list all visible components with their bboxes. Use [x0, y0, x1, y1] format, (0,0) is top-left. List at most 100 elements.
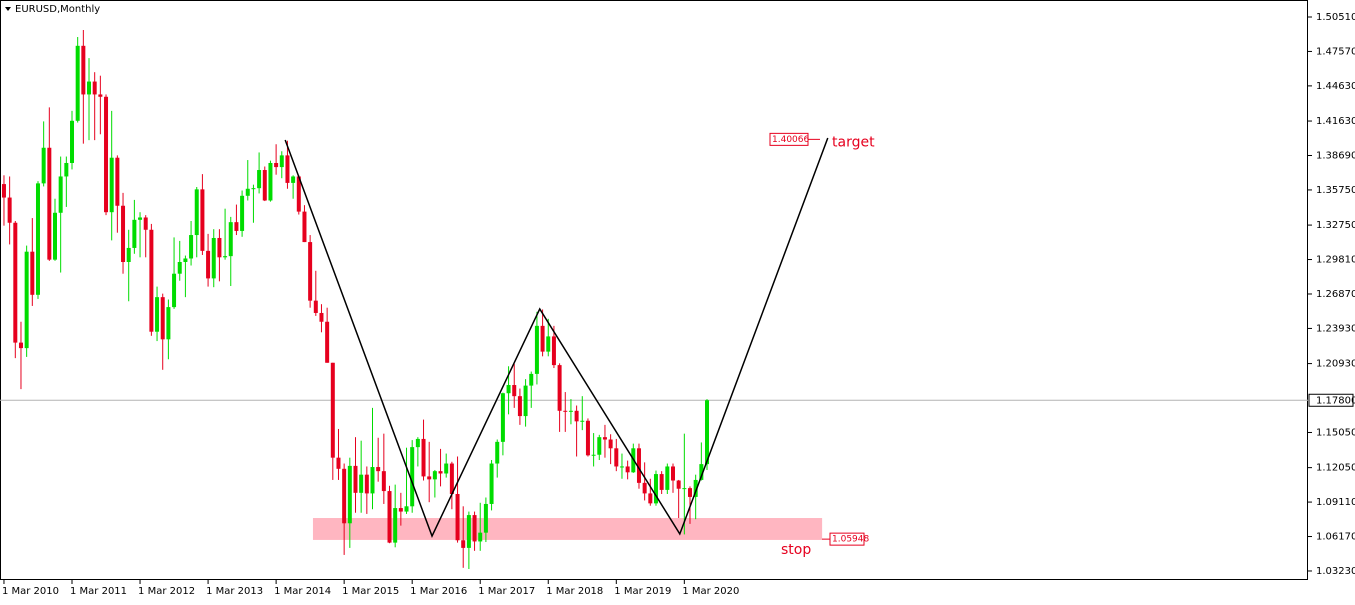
y-tick-label: 1.38690: [1316, 150, 1355, 161]
x-tick-label: 1 Mar 2018: [546, 586, 603, 597]
candle-body: [585, 420, 590, 456]
candle-body: [347, 465, 352, 524]
candle-body: [568, 410, 573, 412]
price-label: 1.17800: [1316, 395, 1355, 406]
x-tick-label: 1 Mar 2017: [478, 586, 535, 597]
y-tick-label: 1.23930: [1316, 323, 1355, 334]
candle-body: [415, 438, 420, 448]
target-value: 1.40066: [772, 135, 809, 145]
candle-body: [132, 219, 137, 248]
candle-body: [551, 336, 556, 366]
candle-body: [523, 385, 528, 417]
candle-body: [257, 170, 262, 189]
candle-body: [92, 81, 97, 95]
candle-body: [18, 342, 23, 349]
candle-body: [211, 237, 216, 279]
candle-body: [670, 466, 675, 481]
candle-body: [7, 197, 12, 223]
candle-body: [262, 170, 267, 201]
y-tick-label: 1.50510: [1316, 12, 1355, 23]
candle-body: [427, 476, 432, 480]
candle-body: [308, 242, 313, 301]
candle-body: [432, 471, 437, 480]
candle-body: [268, 162, 273, 201]
candle-body: [676, 480, 681, 489]
candle-body: [109, 157, 114, 213]
candle-body: [534, 325, 539, 374]
candle-body: [1, 184, 6, 198]
candle-body: [688, 488, 693, 497]
candle-body: [155, 297, 160, 332]
candle-body: [52, 212, 57, 260]
candle-body: [398, 508, 403, 512]
y-tick-label: 1.20930: [1316, 359, 1355, 370]
x-tick-label: 1 Mar 2019: [614, 586, 671, 597]
candle-body: [138, 217, 143, 220]
candle-body: [285, 155, 290, 183]
candle-body: [319, 312, 324, 322]
candle-body: [693, 479, 698, 497]
candle-body: [682, 488, 687, 490]
candle-body: [177, 261, 182, 274]
candle-body: [70, 120, 75, 163]
candle-body: [449, 463, 454, 494]
candle-body: [160, 297, 165, 340]
candle-body: [574, 410, 579, 422]
target-box: [769, 132, 809, 146]
candle-body: [325, 321, 330, 363]
candle-body: [41, 147, 46, 184]
candle-body: [302, 211, 307, 243]
candle-body: [87, 81, 92, 95]
candle-body: [608, 439, 613, 449]
y-tick-label: 1.32750: [1316, 220, 1355, 231]
price-label-box: [1308, 393, 1354, 407]
candle-body: [387, 491, 392, 543]
x-tick-label: 1 Mar 2010: [2, 586, 59, 597]
candle-body: [30, 251, 35, 295]
candle-body: [614, 448, 619, 467]
candle-body: [189, 235, 194, 259]
candle-body: [636, 448, 641, 483]
candle-body: [126, 247, 131, 262]
candle-body: [75, 45, 80, 121]
y-tick-label: 1.47570: [1316, 46, 1355, 57]
candle-body: [444, 463, 449, 474]
candle-body: [359, 474, 364, 493]
candle-body: [699, 464, 704, 480]
y-tick-label: 1.15050: [1316, 427, 1355, 438]
y-tick-label: 1.29810: [1316, 255, 1355, 266]
candle-body: [381, 471, 386, 492]
candle-body: [330, 362, 335, 458]
menu-triangle: [5, 7, 11, 11]
candle-body: [251, 188, 256, 190]
candle-body: [194, 189, 199, 236]
candle-body: [24, 251, 29, 349]
y-tick-label: 1.12050: [1316, 463, 1355, 474]
candle-body: [376, 467, 381, 472]
candle-body: [47, 147, 52, 260]
target-text: target: [832, 134, 875, 150]
candle-body: [370, 467, 375, 494]
candle-body: [659, 474, 664, 490]
candle-body: [81, 45, 86, 95]
candle-body: [200, 189, 205, 251]
candle-body: [291, 176, 296, 183]
candle-body: [540, 325, 545, 352]
candle-body: [13, 222, 18, 343]
x-tick-label: 1 Mar 2016: [410, 586, 467, 597]
y-tick-label: 1.41630: [1316, 116, 1355, 127]
stop-box: [829, 532, 865, 546]
candle-body: [517, 396, 522, 417]
candle-body: [483, 503, 488, 533]
candle-body: [393, 508, 398, 543]
candle-body: [410, 447, 415, 507]
y-tick-label: 1.06170: [1316, 532, 1355, 543]
candle-body: [240, 195, 245, 231]
candle-body: [353, 465, 358, 493]
candle-body: [274, 162, 279, 168]
candle-body: [563, 410, 568, 412]
candle-body: [364, 474, 369, 494]
x-tick-label: 1 Mar 2012: [138, 586, 195, 597]
candle-body: [546, 336, 551, 352]
